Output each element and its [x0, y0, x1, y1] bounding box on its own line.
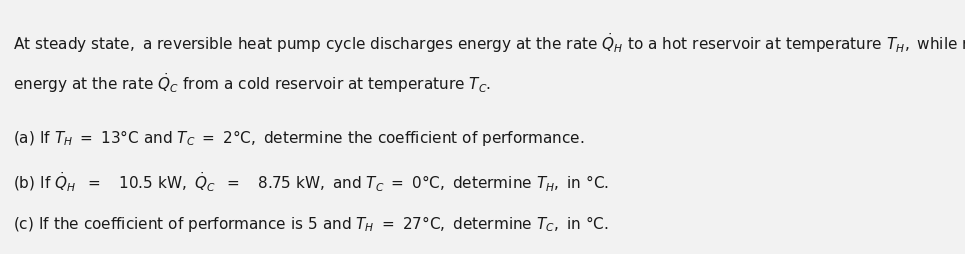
Text: $\mathregular{energy\ at\ the\ rate\ }\dot{Q}_C\mathregular{\ from\ a\ cold\ res: $\mathregular{energy\ at\ the\ rate\ }\d… [13, 71, 491, 95]
Text: $\mathregular{(b)\ If\ }\dot{Q}_H\mathregular{\ \ =\ \ \ 10.5\ kW,\ }\dot{Q}_C\m: $\mathregular{(b)\ If\ }\dot{Q}_H\mathre… [13, 170, 609, 193]
Text: $\mathregular{At\ steady\ state,\ a\ reversible\ heat\ pump\ cycle\ discharges\ : $\mathregular{At\ steady\ state,\ a\ rev… [13, 30, 965, 54]
Text: $\mathregular{(c)\ If\ the\ coefficient\ of\ performance\ is\ 5\ and\ }T_H\mathr: $\mathregular{(c)\ If\ the\ coefficient\… [13, 213, 608, 233]
Text: $\mathregular{(a)\ If\ }T_H\mathregular{\ =\ 13°C\ and\ }T_C\mathregular{\ =\ 2°: $\mathregular{(a)\ If\ }T_H\mathregular{… [13, 127, 584, 147]
